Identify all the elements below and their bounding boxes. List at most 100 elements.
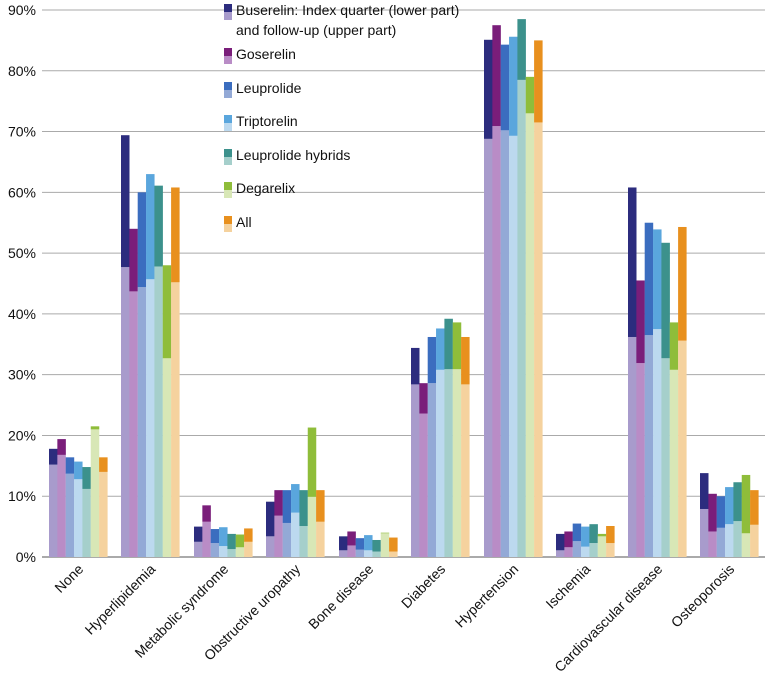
bar-follow-up — [411, 347, 420, 385]
bar-index-quarter — [154, 266, 163, 557]
bar-follow-up — [316, 490, 325, 522]
bar-follow-up — [525, 76, 535, 114]
legend-swatch-follow-up — [224, 182, 232, 190]
bar-follow-up — [307, 427, 317, 497]
bar-follow-up — [419, 383, 428, 414]
bar-index-quarter — [291, 512, 300, 557]
bar-index-quarter — [99, 471, 108, 557]
bar-follow-up — [146, 174, 155, 280]
bar-index-quarter — [564, 547, 573, 557]
bar-follow-up — [716, 496, 726, 528]
legend-label: All — [236, 214, 252, 230]
legend-swatch-index-quarter — [224, 12, 232, 20]
bar-follow-up — [244, 528, 253, 542]
bar-follow-up — [436, 328, 445, 370]
bar-index-quarter — [725, 524, 734, 557]
bar-follow-up — [678, 226, 687, 341]
bar-follow-up — [427, 336, 437, 384]
bar-index-quarter — [162, 358, 172, 557]
bar-follow-up — [372, 539, 381, 552]
bar-index-quarter — [364, 550, 373, 557]
bar-index-quarter — [452, 369, 462, 557]
x-tick-label: None — [51, 561, 86, 596]
bar-index-quarter — [299, 526, 308, 557]
bar-follow-up — [572, 523, 582, 542]
bar-index-quarter — [597, 536, 607, 557]
bar-follow-up — [347, 531, 356, 546]
x-tick-label: Diabetes — [398, 561, 448, 611]
bar-group — [628, 187, 687, 557]
bar-index-quarter — [57, 454, 66, 557]
bar-index-quarter — [266, 536, 275, 557]
bar-follow-up — [461, 336, 470, 385]
legend-label: Leuprolide hybrids — [236, 147, 350, 163]
bar-follow-up — [90, 426, 100, 430]
bar-index-quarter — [669, 369, 679, 557]
y-tick-label: 0% — [16, 549, 36, 565]
legend-swatch-index-quarter — [224, 56, 232, 64]
bar-index-quarter — [678, 340, 687, 557]
bar-index-quarter — [708, 531, 717, 557]
y-tick-label: 10% — [8, 488, 36, 504]
bar-index-quarter — [339, 550, 348, 557]
bar-follow-up — [154, 185, 163, 267]
bar-index-quarter — [436, 369, 445, 557]
bar-index-quarter — [661, 358, 670, 557]
bar-follow-up — [339, 536, 348, 551]
bar-follow-up — [57, 439, 66, 455]
legend-item: Leuprolide hybrids — [224, 147, 350, 165]
y-tick-label: 50% — [8, 245, 36, 261]
bar-index-quarter — [244, 541, 253, 557]
bar-follow-up — [644, 222, 654, 336]
bar-follow-up — [700, 473, 709, 509]
bar-index-quarter — [372, 551, 381, 557]
bar-group — [484, 19, 543, 558]
bar-follow-up — [500, 44, 510, 131]
bars — [49, 19, 759, 558]
legend-label: and follow-up (upper part) — [236, 22, 396, 38]
bar-index-quarter — [444, 369, 453, 557]
bar-follow-up — [661, 242, 670, 359]
bar-index-quarter — [210, 543, 220, 557]
legend-label: Goserelin — [236, 46, 296, 62]
x-tick-label: Hyperlipidemia — [82, 561, 159, 638]
legend-item: Leuprolide — [224, 80, 302, 98]
legend-label: Buserelin: Index quarter (lower part) — [236, 2, 459, 18]
bar-index-quarter — [556, 550, 565, 557]
legend-swatch-index-quarter — [224, 157, 232, 165]
bar-index-quarter — [65, 473, 75, 557]
legend-item: All — [224, 214, 252, 232]
bar-index-quarter — [509, 135, 518, 557]
legend-swatch-index-quarter — [224, 123, 232, 131]
bar-index-quarter — [316, 521, 325, 557]
bar-follow-up — [484, 39, 493, 139]
bar-index-quarter — [628, 336, 637, 557]
bar-index-quarter — [137, 287, 147, 557]
legend-swatch-follow-up — [224, 216, 232, 224]
bar-follow-up — [162, 265, 172, 359]
bar-follow-up — [636, 280, 645, 364]
bar-group — [411, 318, 470, 557]
legend-label: Leuprolide — [236, 80, 302, 96]
bar-group — [49, 426, 108, 557]
bar-index-quarter — [525, 113, 535, 558]
legend-swatch-follow-up — [224, 48, 232, 56]
bar-follow-up — [219, 527, 228, 547]
legend-item: Degarelix — [224, 180, 295, 198]
bar-follow-up — [669, 322, 679, 370]
y-tick-label: 40% — [8, 306, 36, 322]
bar-index-quarter — [733, 521, 742, 557]
bar-follow-up — [750, 490, 759, 525]
bar-follow-up — [597, 533, 607, 537]
bar-group — [121, 135, 180, 557]
y-tick-label: 60% — [8, 184, 36, 200]
bar-index-quarter — [380, 533, 390, 557]
bar-index-quarter — [427, 383, 437, 557]
legend-swatch-index-quarter — [224, 224, 232, 232]
legend-swatch-follow-up — [224, 115, 232, 123]
legend-label: Triptorelin — [236, 113, 298, 129]
bar-index-quarter — [534, 122, 543, 557]
legend-swatch-index-quarter — [224, 190, 232, 198]
bar-follow-up — [194, 526, 203, 542]
